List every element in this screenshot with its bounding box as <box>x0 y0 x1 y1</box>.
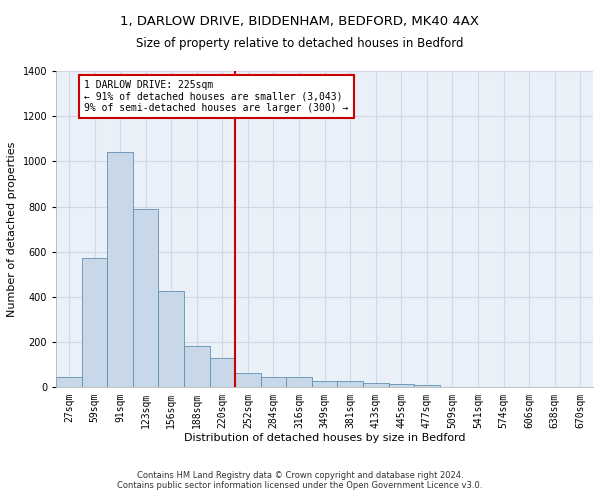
X-axis label: Distribution of detached houses by size in Bedford: Distribution of detached houses by size … <box>184 433 466 443</box>
Bar <box>184 346 209 388</box>
Text: 1 DARLOW DRIVE: 225sqm
← 91% of detached houses are smaller (3,043)
9% of semi-d: 1 DARLOW DRIVE: 225sqm ← 91% of detached… <box>84 80 349 113</box>
Bar <box>337 381 363 388</box>
Bar <box>133 210 158 388</box>
Text: Contains HM Land Registry data © Crown copyright and database right 2024.
Contai: Contains HM Land Registry data © Crown c… <box>118 470 482 490</box>
Bar <box>260 377 286 388</box>
Bar <box>363 383 389 388</box>
Bar <box>414 384 440 388</box>
Bar <box>56 377 82 388</box>
Bar <box>209 358 235 388</box>
Bar <box>286 377 312 388</box>
Bar <box>82 258 107 388</box>
Text: Size of property relative to detached houses in Bedford: Size of property relative to detached ho… <box>136 38 464 51</box>
Bar <box>107 152 133 388</box>
Bar <box>235 372 260 388</box>
Bar <box>312 380 337 388</box>
Y-axis label: Number of detached properties: Number of detached properties <box>7 142 17 317</box>
Bar <box>389 384 414 388</box>
Bar <box>158 292 184 388</box>
Text: 1, DARLOW DRIVE, BIDDENHAM, BEDFORD, MK40 4AX: 1, DARLOW DRIVE, BIDDENHAM, BEDFORD, MK4… <box>121 15 479 28</box>
